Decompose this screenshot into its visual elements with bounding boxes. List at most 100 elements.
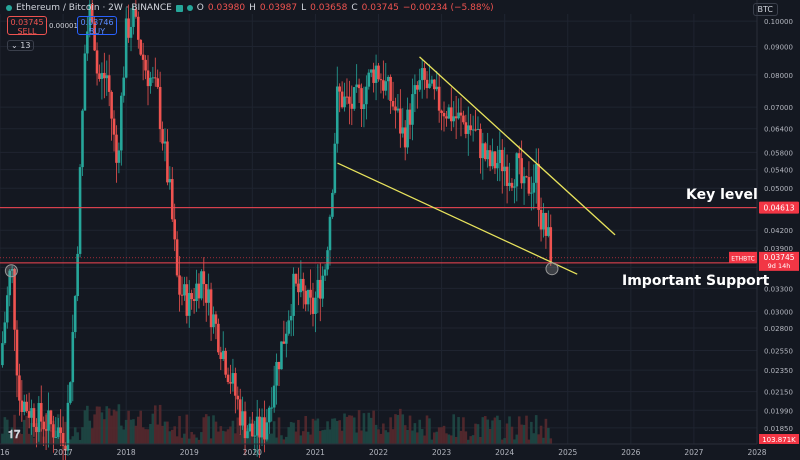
candle-body	[469, 125, 472, 131]
volume-bar	[134, 425, 138, 444]
candle-body	[110, 91, 113, 119]
price-tick-label: 0.07000	[764, 104, 793, 112]
candle-body	[200, 271, 203, 299]
volume-bar	[83, 410, 87, 444]
time-tick-label: 2023	[432, 448, 451, 457]
volume-bar	[309, 434, 312, 444]
volume-bar	[217, 431, 220, 444]
candle-body	[442, 112, 446, 117]
symbol-title[interactable]: Ethereum / Bitcoin · 2W · BINANCE	[16, 3, 172, 13]
candle-body	[372, 69, 375, 83]
volume-bar	[282, 439, 286, 444]
candle-body	[20, 400, 24, 412]
candle-body	[503, 166, 506, 172]
candle-body	[488, 150, 492, 167]
indicators-toggle[interactable]: ⌄ 13	[7, 40, 35, 51]
candle-body	[234, 373, 237, 396]
volume-bar	[532, 433, 536, 444]
exchange-dot-icon	[6, 5, 12, 11]
volume-bar	[435, 431, 439, 444]
candle-body	[241, 411, 244, 426]
candle-body	[396, 108, 400, 111]
candle-body	[22, 401, 26, 412]
volume-bar	[355, 432, 358, 444]
volume-bar	[207, 416, 210, 444]
candle-body	[120, 95, 123, 151]
candle-body	[433, 79, 436, 90]
candle-body	[107, 75, 111, 92]
candle-body	[42, 421, 45, 430]
candle-body	[391, 101, 395, 107]
buy-button[interactable]: 0.03746 BUY	[77, 16, 117, 36]
candle-body	[59, 427, 62, 433]
currency-selector[interactable]: BTC	[752, 3, 778, 16]
volume-bar	[81, 427, 84, 444]
volume-bar	[280, 435, 283, 444]
candle-body	[362, 104, 366, 109]
candle-body	[243, 411, 247, 439]
volume-bar	[32, 437, 36, 444]
candle-body	[428, 83, 431, 89]
price-tick-label: 0.02350	[764, 367, 793, 375]
candle-body	[311, 297, 315, 314]
volume-bar	[452, 414, 456, 444]
volume-bar	[425, 415, 429, 444]
volume-bar	[236, 417, 240, 444]
volume-bar	[459, 430, 463, 444]
volume-bar	[525, 415, 528, 444]
candle-body	[297, 283, 300, 293]
volume-bar	[241, 421, 244, 444]
volume-bar	[224, 431, 227, 444]
time-tick-label: 2021	[306, 448, 325, 457]
candle-body	[416, 85, 419, 90]
volume-bar	[474, 423, 477, 444]
candle-body	[253, 435, 257, 437]
volume-bar	[78, 439, 82, 444]
candle-body	[103, 72, 106, 79]
candle-body	[430, 79, 434, 84]
candle-body	[350, 103, 354, 109]
sell-label: SELL	[17, 27, 37, 36]
volume-bar	[110, 415, 113, 444]
candle-body	[175, 239, 179, 276]
candle-body	[192, 299, 196, 302]
candle-body	[348, 96, 351, 104]
volume-bar	[161, 425, 164, 444]
candle-body	[299, 278, 303, 293]
symbol-tag: ETHBTC	[731, 255, 755, 262]
volume-bar	[522, 424, 526, 444]
volume-bar	[289, 421, 293, 444]
candle-body	[246, 431, 249, 439]
candle-body	[464, 122, 468, 134]
close-label: C	[351, 3, 358, 13]
volume-bar	[430, 439, 434, 444]
candle-body	[420, 68, 424, 81]
sell-button[interactable]: 0.03745 SELL	[7, 16, 47, 36]
volume-bar	[386, 432, 390, 444]
candle-body	[69, 382, 72, 403]
time-tick-label: 2020	[243, 448, 262, 457]
volume-bar	[166, 421, 169, 444]
candle-body	[231, 373, 235, 384]
volume-bar	[22, 419, 26, 444]
candle-body	[18, 375, 21, 401]
volume-bar	[382, 423, 385, 444]
volume-bar	[479, 436, 482, 444]
volume-bar	[25, 415, 28, 444]
volume-bar	[86, 405, 89, 444]
candle-body	[335, 86, 339, 144]
volume-bar	[496, 415, 499, 444]
volume-bar	[27, 433, 31, 444]
time-tick-label: 2024	[495, 448, 514, 457]
time-tick-label: 2022	[369, 448, 388, 457]
candle-body	[542, 212, 545, 230]
candle-body	[389, 76, 392, 102]
candle-body	[10, 269, 14, 271]
volume-bar	[8, 433, 12, 444]
candle-body	[136, 16, 140, 40]
candle-body	[474, 129, 477, 131]
tradingview-logo-icon[interactable]: 𝟏𝟕	[8, 428, 21, 441]
volume-bar	[195, 437, 198, 444]
volume-bar	[132, 419, 135, 444]
